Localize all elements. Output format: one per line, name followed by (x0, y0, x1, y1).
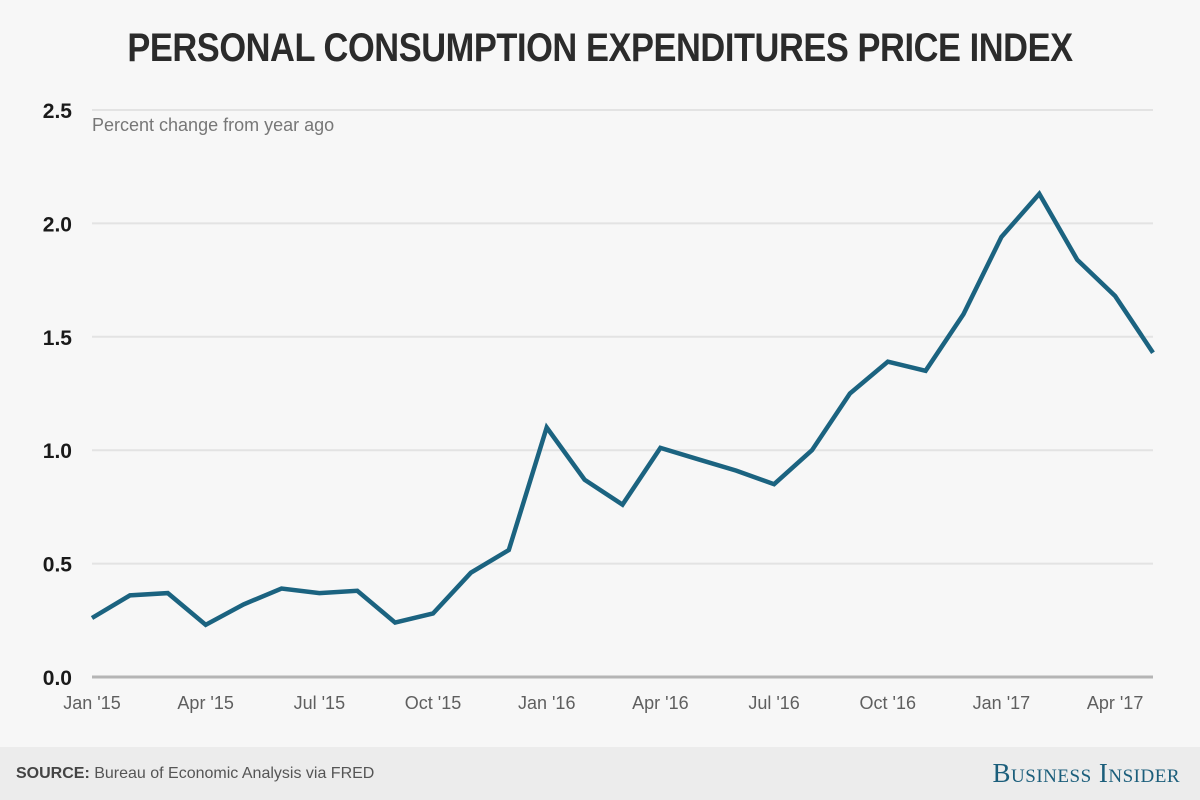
x-tick-label: Jan '16 (518, 693, 575, 713)
y-axis-label: Percent change from year ago (92, 115, 334, 135)
y-tick-label: 1.5 (43, 327, 73, 350)
x-tick-label: Oct '15 (405, 693, 461, 713)
x-tick-label: Jan '15 (63, 693, 120, 713)
footer: SOURCE: Bureau of Economic Analysis via … (0, 747, 1200, 800)
x-tick-label: Jan '17 (973, 693, 1030, 713)
y-tick-label: 0.0 (43, 667, 72, 690)
y-tick-label: 1.0 (43, 440, 72, 463)
source-text: Bureau of Economic Analysis via FRED (89, 765, 375, 782)
series-group (90, 190, 1155, 628)
chart-title: PERSONAL CONSUMPTION EXPENDITURES PRICE … (127, 26, 1073, 70)
series-line (90, 190, 1155, 628)
y-tick-label: 0.5 (43, 554, 73, 577)
line-chart: 0.0 0.5 1.0 1.5 2.0 2.5 Percent change from y… (43, 100, 1155, 713)
x-axis-ticks: Jan '15 Apr '15 Jul '15 Oct '15 Jan '16 Apr '… (63, 693, 1143, 713)
gridlines (92, 109, 1153, 679)
x-tick-label: Apr '16 (632, 693, 688, 713)
y-axis-ticks: 0.0 0.5 1.0 1.5 2.0 2.5 (43, 100, 73, 690)
y-tick-label: 2.5 (43, 100, 73, 123)
x-tick-label: Jul '15 (294, 693, 345, 713)
y-tick-label: 2.0 (43, 213, 72, 236)
x-tick-label: Jul '16 (748, 693, 799, 713)
source-label: SOURCE: (16, 765, 90, 782)
source-note: SOURCE: Bureau of Economic Analysis via … (16, 765, 374, 783)
brand-logo: Business Insider (992, 758, 1180, 788)
x-tick-label: Oct '16 (860, 693, 916, 713)
x-tick-label: Apr '15 (177, 693, 233, 713)
x-tick-label: Apr '17 (1087, 693, 1143, 713)
